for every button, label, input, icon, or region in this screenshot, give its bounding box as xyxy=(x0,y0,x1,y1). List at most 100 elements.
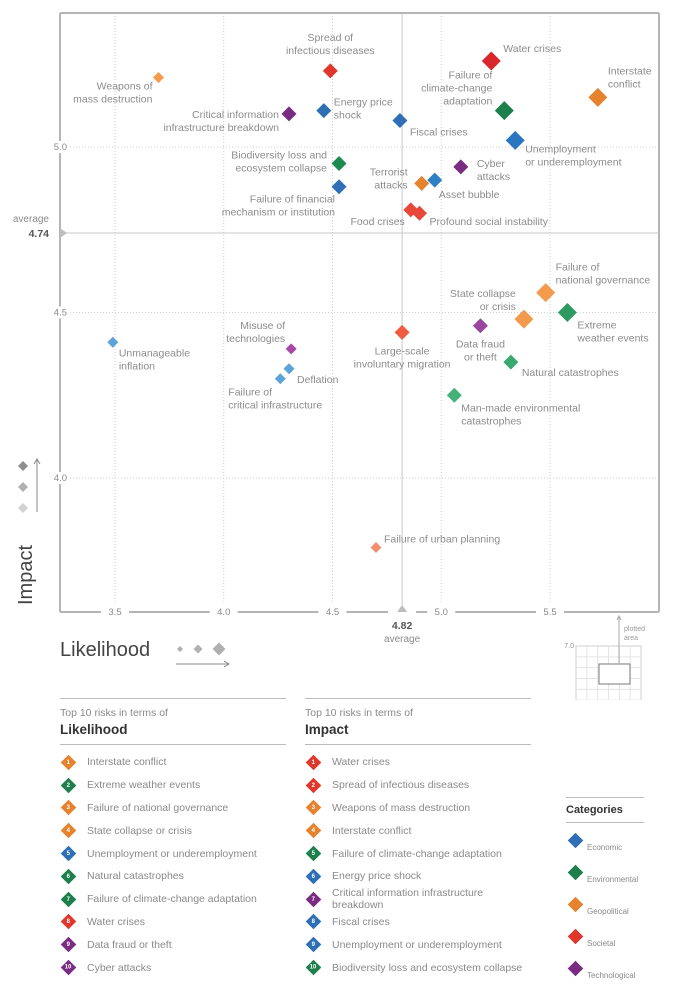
top-impact-title: Impact xyxy=(305,722,531,745)
ranked-risk-item: 5 Failure of climate-change adaptation xyxy=(305,842,531,865)
y-tick-label: 5.0 xyxy=(54,142,67,153)
rank-number: 9 xyxy=(66,941,71,948)
risk-label: Weapons of xyxy=(97,80,153,92)
ranked-risk-item: 4 Interstate conflict xyxy=(305,819,531,842)
impact-average-label: average xyxy=(13,214,50,225)
risk-marker xyxy=(370,542,382,554)
top-likelihood-title: Likelihood xyxy=(60,722,286,745)
rank-diamond-icon: 7 xyxy=(305,891,322,907)
likelihood-average-value: 4.82 xyxy=(392,620,413,632)
risk-marker xyxy=(414,175,430,191)
risk-scatter-chart: 3.5 4.0 4.5 5.0 5.5 5.0 4.5 4.0 4.82 average ave… xyxy=(13,12,660,700)
risk-marker xyxy=(281,106,297,122)
risk-label: adaptation xyxy=(443,96,492,108)
likelihood-scale-diamond-icon xyxy=(193,644,203,654)
top-impact-list: Top 10 risks in terms of Impact 1 Water c… xyxy=(305,698,531,979)
ranked-risk-item: 7 Failure of climate-change adaptation xyxy=(60,888,286,911)
category-name: Geopolitical xyxy=(587,907,629,916)
category-legend: Categories Economic Environmental Geopolit… xyxy=(566,797,644,983)
rank-diamond-icon: 7 xyxy=(60,891,77,907)
impact-average-marker-icon xyxy=(60,228,67,239)
rank-diamond-icon: 2 xyxy=(305,777,322,793)
ranked-risk-item: 6 Energy price shock xyxy=(305,865,531,888)
risk-label: ecosystem collapse xyxy=(235,163,327,175)
likelihood-scale-diamond-icon xyxy=(212,642,226,656)
risk-label: mechanism or institution xyxy=(222,207,335,219)
ranked-risk-item: 5 Unemployment or underemployment xyxy=(60,842,286,865)
risk-label: inflation xyxy=(119,360,155,372)
risk-marker xyxy=(536,283,556,303)
rank-diamond-icon: 2 xyxy=(60,777,77,793)
rank-number: 10 xyxy=(310,964,317,971)
risk-label: weather events xyxy=(576,333,648,345)
risk-name: Failure of national governance xyxy=(87,801,229,814)
rank-diamond-icon: 8 xyxy=(305,914,322,930)
rank-diamond-icon: 10 xyxy=(305,959,322,976)
risk-name: Failure of climate-change adaptation xyxy=(332,847,502,860)
rank-diamond-icon: 8 xyxy=(60,914,77,930)
risk-name: Cyber attacks xyxy=(87,961,152,974)
inset-label-plotted: plotted xyxy=(624,626,645,633)
top-likelihood-items: 1 Interstate conflict 2 Extreme weather eve… xyxy=(60,751,286,979)
category-item: Geopolitical xyxy=(566,887,644,919)
top-likelihood-subtitle: Top 10 risks in terms of xyxy=(60,707,168,719)
impact-arrowhead-icon xyxy=(33,458,41,465)
risk-name: Data fraud or theft xyxy=(87,938,172,951)
average-markers: 4.82 average average 4.74 xyxy=(13,13,659,645)
risk-label: Biodiversity loss and xyxy=(231,150,327,162)
risk-label: Failure of financial xyxy=(250,194,335,206)
rank-number: 3 xyxy=(311,804,316,811)
category-diamond-icon xyxy=(567,896,584,913)
risk-marker xyxy=(316,103,332,119)
rank-diamond-icon: 1 xyxy=(60,754,77,771)
rank-diamond-icon: 6 xyxy=(305,868,322,885)
category-diamond-icon xyxy=(567,832,584,849)
risk-marker xyxy=(494,101,514,121)
y-tick-gap xyxy=(57,472,63,484)
risk-label: Unemployment xyxy=(525,143,596,155)
y-axis-ticks: 5.0 4.5 4.0 xyxy=(54,141,67,484)
risk-marker xyxy=(331,179,347,195)
rank-diamond-icon: 10 xyxy=(60,959,77,976)
risk-label: critical infrastructure xyxy=(228,400,322,412)
risk-label: national governance xyxy=(556,275,651,287)
category-name: Technological xyxy=(587,971,636,980)
rank-diamond-icon: 5 xyxy=(305,845,322,862)
ranked-risk-item: 9 Data fraud or theft xyxy=(60,933,286,956)
risk-marker xyxy=(514,309,534,329)
ranked-risk-item: 9 Unemployment or underemployment xyxy=(305,933,531,956)
ranked-risk-item: 10 Biodiversity loss and ecosystem collap… xyxy=(305,956,531,979)
risk-name: Failure of climate-change adaptation xyxy=(87,893,257,906)
risk-name: Fiscal crises xyxy=(332,915,390,928)
inset-arrowhead-icon xyxy=(616,614,622,621)
risk-label: conflict xyxy=(608,78,641,90)
risk-label: technologies xyxy=(226,333,285,345)
rank-diamond-icon: 5 xyxy=(60,845,77,862)
likelihood-scale-diamond-icon xyxy=(177,646,183,652)
category-diamond-icon xyxy=(567,960,584,977)
rank-number: 2 xyxy=(311,782,316,789)
risk-marker xyxy=(557,303,577,322)
risk-marker xyxy=(392,113,408,129)
risk-label: attacks xyxy=(477,171,510,183)
risk-name: State collapse or crisis xyxy=(87,824,193,837)
risk-name: Water crises xyxy=(332,756,390,769)
category-name: Societal xyxy=(587,939,616,948)
risk-point: Failure of urban planning xyxy=(370,534,500,554)
rank-number: 5 xyxy=(311,850,316,857)
risk-name: Natural catastrophes xyxy=(87,870,184,883)
risk-point: Deflation xyxy=(283,363,339,386)
ranked-risk-item: 6 Natural catastrophes xyxy=(60,865,286,888)
risk-label: State collapse xyxy=(450,288,516,300)
